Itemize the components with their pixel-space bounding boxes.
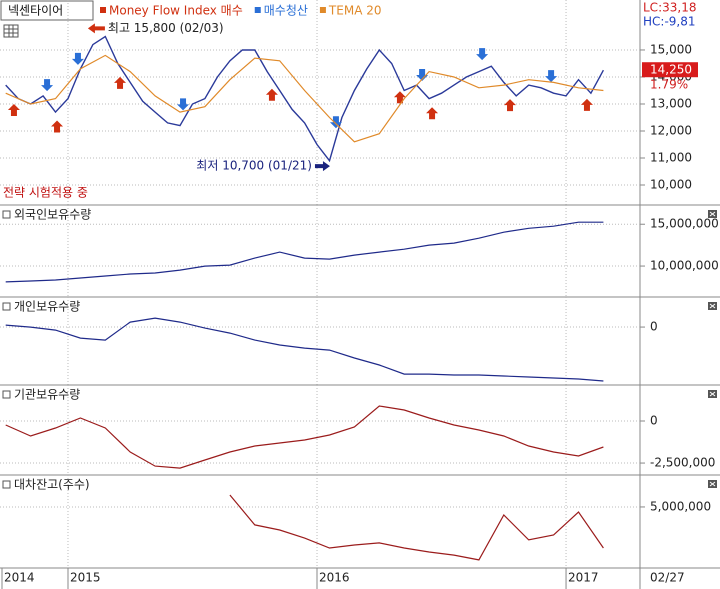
legend-label: 매수청산 bbox=[264, 4, 308, 18]
y-tick-label: 0 bbox=[650, 320, 658, 334]
annotation-arrow bbox=[314, 161, 330, 172]
x-tick-label: 2015 bbox=[70, 571, 101, 585]
last-price-box bbox=[642, 62, 698, 78]
status-label: 전략 시험적용 중 bbox=[3, 186, 88, 200]
annotation: 최고 15,800 (02/03) bbox=[108, 21, 224, 35]
buy-signal bbox=[580, 98, 593, 111]
y-tick-label: 0 bbox=[650, 414, 658, 428]
sell-signal bbox=[177, 98, 190, 111]
series-line bbox=[5, 221, 604, 283]
y-tick-label: 5,000,000 bbox=[650, 499, 711, 513]
indicator-label: LC:33,18 bbox=[643, 1, 696, 15]
close-button[interactable] bbox=[708, 210, 717, 218]
close-x bbox=[709, 391, 716, 397]
y-tick-label: -2,500,000 bbox=[650, 456, 715, 470]
x-tick-label: 2014 bbox=[4, 571, 35, 585]
panel-title: 외국인보유수량 bbox=[14, 208, 91, 222]
legend-swatch bbox=[100, 7, 106, 13]
close-button[interactable] bbox=[708, 302, 717, 310]
panel-icon bbox=[2, 210, 11, 219]
buy-signal bbox=[504, 99, 517, 112]
buy-signal bbox=[426, 107, 439, 120]
close-x bbox=[709, 211, 716, 217]
sell-signal bbox=[41, 79, 54, 92]
y-tick-label: 15,000 bbox=[650, 42, 692, 56]
sell-signal bbox=[71, 52, 84, 65]
annotation-arrow bbox=[87, 23, 105, 34]
sell-signal bbox=[476, 48, 489, 61]
sell-signal bbox=[416, 69, 429, 82]
stock-box[interactable] bbox=[0, 0, 94, 21]
close-button[interactable] bbox=[708, 480, 717, 488]
axis-column bbox=[640, 0, 720, 589]
buy-signal bbox=[7, 103, 20, 116]
indicator-label: HC:-9,81 bbox=[643, 15, 696, 29]
last-price-label: 14,250 bbox=[650, 63, 692, 77]
y-tick-label: 10,000 bbox=[650, 178, 692, 192]
panel-title: 기관보유수량 bbox=[14, 388, 80, 402]
grid-icon[interactable] bbox=[3, 24, 19, 38]
y-tick-label: 15,000,000 bbox=[650, 217, 719, 231]
series-line bbox=[229, 494, 604, 561]
series-line bbox=[5, 405, 604, 469]
x-tick-label: 2017 bbox=[568, 571, 599, 585]
sell-signal bbox=[329, 116, 342, 129]
panel-title: 대차잔고(주수) bbox=[14, 478, 90, 492]
legend-swatch bbox=[319, 7, 326, 13]
buy-signal bbox=[114, 76, 127, 89]
panel-icon bbox=[2, 480, 11, 489]
close-x bbox=[709, 481, 716, 487]
panel-icon bbox=[2, 390, 11, 399]
buy-signal bbox=[265, 88, 278, 101]
sell-signal bbox=[545, 70, 558, 83]
x-tick-label: 2016 bbox=[319, 571, 350, 585]
stock-name: 넥센타이어 bbox=[8, 4, 63, 18]
series-line bbox=[5, 317, 604, 382]
panel-title: 개인보유수량 bbox=[14, 300, 80, 314]
y-tick-label: 11,000 bbox=[650, 151, 692, 165]
legend-label: Money Flow Index 매수 bbox=[109, 4, 243, 18]
legend-swatch bbox=[254, 7, 261, 13]
price-line bbox=[5, 35, 605, 163]
y-tick-label: 12,000 bbox=[650, 123, 692, 137]
annotation: 최저 10,700 (01/21) bbox=[196, 159, 312, 173]
close-button[interactable] bbox=[708, 390, 717, 398]
tema-line bbox=[5, 54, 604, 143]
change-label: 1.79% bbox=[650, 78, 688, 92]
x-end-label: 02/27 bbox=[650, 571, 685, 585]
close-x bbox=[709, 303, 716, 309]
buy-signal bbox=[51, 120, 64, 133]
legend-label: TEMA 20 bbox=[328, 4, 382, 18]
y-tick-label: 13,000 bbox=[650, 96, 692, 110]
panel-icon bbox=[2, 302, 11, 311]
y-tick-label: 10,000,000 bbox=[650, 259, 719, 273]
